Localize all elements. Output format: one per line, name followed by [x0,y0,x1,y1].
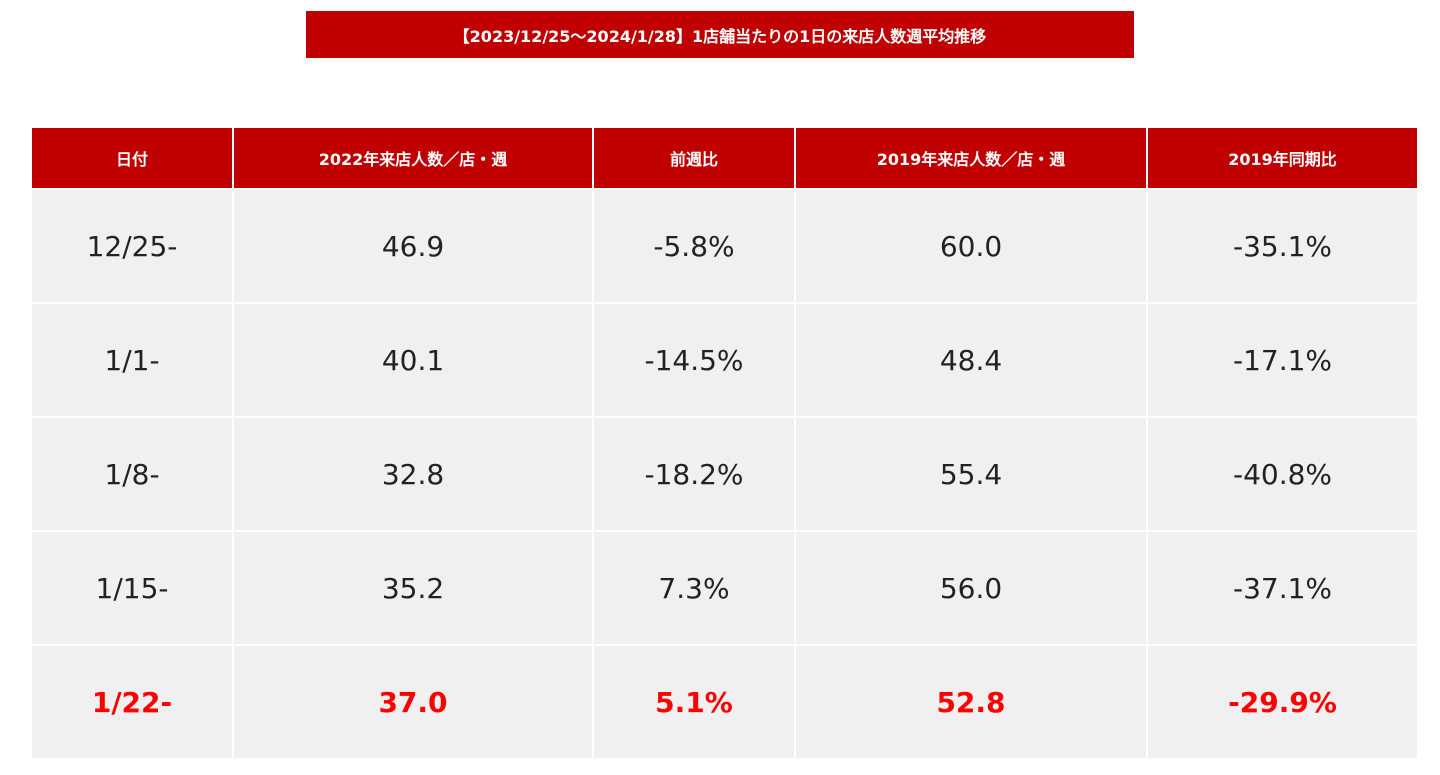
cell-date: 1/22- [32,646,232,758]
cell-date: 1/8- [32,418,232,530]
cell-2019-visitors: 48.4 [796,304,1146,416]
cell-2022-visitors: 40.1 [234,304,592,416]
cell-week-over-week: -18.2% [594,418,794,530]
table-row: 1/1- 40.1 -14.5% 48.4 -17.1% [32,304,1417,416]
header-week-over-week: 前週比 [594,128,794,188]
cell-2019-visitors: 52.8 [796,646,1146,758]
cell-2022-visitors: 32.8 [234,418,592,530]
table-row: 1/8- 32.8 -18.2% 55.4 -40.8% [32,418,1417,530]
visitor-table-container: 日付 2022年来店人数／店・週 前週比 2019年来店人数／店・週 2019年… [32,128,1417,758]
cell-2019-visitors: 60.0 [796,190,1146,302]
cell-2019-comparison: -37.1% [1148,532,1417,644]
cell-week-over-week: 7.3% [594,532,794,644]
cell-2022-visitors: 37.0 [234,646,592,758]
cell-date: 12/25- [32,190,232,302]
table-row: 12/25- 46.9 -5.8% 60.0 -35.1% [32,190,1417,302]
visitor-table: 日付 2022年来店人数／店・週 前週比 2019年来店人数／店・週 2019年… [30,126,1419,760]
cell-2019-comparison: -29.9% [1148,646,1417,758]
page-title: 【2023/12/25～2024/1/28】1店舗当たりの1日の来店人数週平均推… [306,11,1134,58]
cell-2019-visitors: 56.0 [796,532,1146,644]
cell-date: 1/1- [32,304,232,416]
cell-week-over-week: -14.5% [594,304,794,416]
table-row-highlighted: 1/22- 37.0 5.1% 52.8 -29.9% [32,646,1417,758]
cell-2022-visitors: 46.9 [234,190,592,302]
cell-2022-visitors: 35.2 [234,532,592,644]
cell-2019-visitors: 55.4 [796,418,1146,530]
header-2019-comparison: 2019年同期比 [1148,128,1417,188]
header-date: 日付 [32,128,232,188]
cell-date: 1/15- [32,532,232,644]
table-row: 1/15- 35.2 7.3% 56.0 -37.1% [32,532,1417,644]
table-header-row: 日付 2022年来店人数／店・週 前週比 2019年来店人数／店・週 2019年… [32,128,1417,188]
header-2019-visitors: 2019年来店人数／店・週 [796,128,1146,188]
cell-week-over-week: -5.8% [594,190,794,302]
cell-2019-comparison: -17.1% [1148,304,1417,416]
cell-week-over-week: 5.1% [594,646,794,758]
header-2022-visitors: 2022年来店人数／店・週 [234,128,592,188]
cell-2019-comparison: -35.1% [1148,190,1417,302]
cell-2019-comparison: -40.8% [1148,418,1417,530]
